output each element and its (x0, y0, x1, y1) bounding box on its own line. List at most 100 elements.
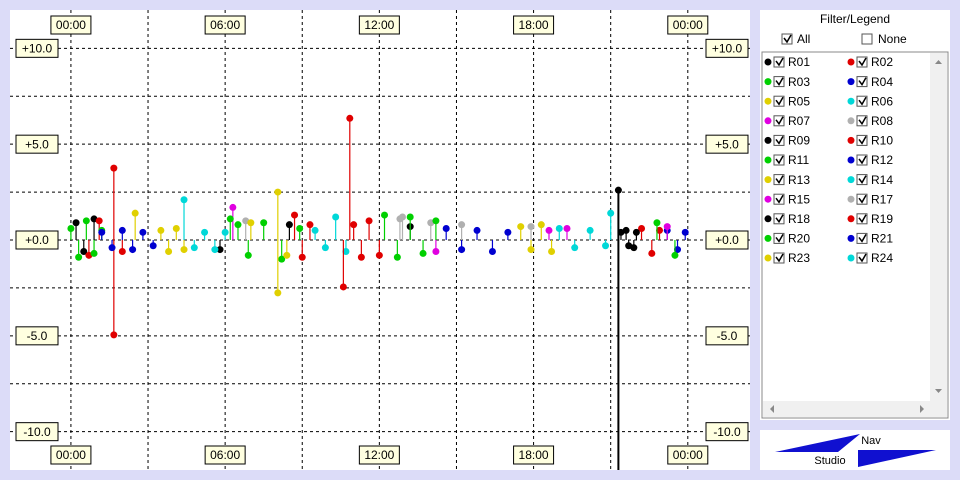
checkbox[interactable] (773, 115, 785, 127)
legend-entry[interactable]: R07 (764, 114, 811, 128)
point (527, 223, 535, 231)
checkbox[interactable] (856, 193, 868, 205)
legend-label[interactable]: R02 (871, 55, 893, 69)
legend-label[interactable]: R18 (788, 212, 810, 226)
point (190, 244, 198, 252)
legend-entry[interactable]: R05 (764, 94, 811, 108)
legend-entry[interactable]: R13 (764, 173, 811, 187)
legend-label[interactable]: R09 (788, 134, 810, 148)
all-label[interactable]: All (797, 32, 810, 46)
checkmark (775, 96, 784, 106)
legend-entry[interactable]: R06 (847, 94, 894, 108)
checkbox[interactable] (773, 134, 785, 146)
checkbox[interactable] (773, 193, 785, 205)
checkbox[interactable] (773, 56, 785, 68)
y-tick-label: +0.0 (25, 233, 49, 247)
checkbox[interactable] (856, 76, 868, 88)
checkmark (858, 96, 867, 106)
legend-entry[interactable]: R11 (764, 153, 810, 167)
point (98, 228, 106, 236)
checkbox[interactable] (773, 232, 785, 244)
scroll-up[interactable] (935, 60, 942, 64)
legend-label[interactable]: R11 (788, 153, 809, 167)
checkbox[interactable] (856, 56, 868, 68)
legend-marker (764, 195, 772, 203)
checkbox[interactable] (856, 115, 868, 127)
legend-label[interactable]: R07 (788, 114, 810, 128)
legend-label[interactable]: R01 (788, 55, 810, 69)
legend-entry[interactable]: R08 (847, 114, 894, 128)
legend-entry[interactable]: R10 (847, 134, 894, 148)
point (674, 246, 682, 254)
point (398, 213, 406, 221)
legend-entry[interactable]: R24 (847, 251, 894, 265)
checkbox[interactable] (856, 213, 868, 225)
legend-label[interactable]: R24 (871, 251, 893, 265)
legend-entry[interactable]: R20 (764, 232, 811, 246)
legend-label[interactable]: R05 (788, 94, 810, 108)
checkbox[interactable] (773, 154, 785, 166)
point (563, 225, 571, 232)
y-tick-label-box (15, 134, 59, 154)
point (285, 221, 293, 229)
checkbox[interactable] (856, 252, 868, 264)
checkbox[interactable] (773, 213, 785, 225)
scroll-down[interactable] (935, 389, 942, 393)
checkbox[interactable] (773, 76, 785, 88)
legend-label[interactable]: R04 (871, 75, 893, 89)
point (342, 248, 350, 255)
legend-label[interactable]: R17 (871, 192, 893, 206)
legend-marker (847, 97, 855, 105)
all-checkbox[interactable]: All (781, 32, 810, 46)
checkbox[interactable] (856, 154, 868, 166)
legend-entry[interactable]: R01 (764, 55, 811, 69)
x-tick-label: 12:00 (364, 448, 394, 462)
checkbox[interactable] (773, 174, 785, 186)
legend-entry[interactable]: R12 (847, 153, 894, 167)
legend-label[interactable]: R06 (871, 94, 893, 108)
legend-entry[interactable]: R03 (764, 75, 811, 89)
legend-entry[interactable]: R02 (847, 55, 894, 69)
point (139, 228, 147, 236)
checkbox[interactable] (773, 252, 785, 264)
checkbox[interactable] (856, 95, 868, 107)
checkbox[interactable] (773, 95, 785, 107)
hscroll-track[interactable] (763, 401, 930, 417)
legend-entry[interactable]: R09 (764, 134, 811, 148)
scroll-right[interactable] (920, 405, 924, 413)
legend-label[interactable]: R19 (871, 212, 893, 226)
legend-label[interactable]: R21 (871, 232, 893, 246)
checkbox[interactable] (781, 33, 793, 45)
point (165, 248, 173, 255)
legend-entry[interactable]: R15 (764, 192, 811, 206)
scroll-left[interactable] (770, 405, 774, 413)
legend-label[interactable]: R10 (871, 134, 893, 148)
point (339, 283, 347, 291)
legend-entry[interactable]: R17 (847, 192, 894, 206)
scroll-track[interactable] (930, 53, 947, 417)
checkbox[interactable] (861, 33, 873, 45)
legend-label[interactable]: R20 (788, 232, 810, 246)
legend-entry[interactable]: R21 (847, 232, 894, 246)
legend-entry[interactable]: R04 (847, 75, 894, 89)
none-label[interactable]: None (878, 32, 907, 46)
legend-label[interactable]: R15 (788, 192, 810, 206)
checkmark (775, 116, 784, 126)
checkbox[interactable] (856, 134, 868, 146)
none-checkbox[interactable]: None (861, 32, 907, 46)
legend-label[interactable]: R23 (788, 251, 810, 265)
scrollbar[interactable] (763, 53, 947, 417)
x-tick-label: 06:00 (210, 448, 240, 462)
y-tick-label: +5.0 (25, 137, 49, 151)
legend-entry[interactable]: R18 (764, 212, 811, 226)
legend-entry[interactable]: R19 (847, 212, 894, 226)
legend-label[interactable]: R08 (871, 114, 893, 128)
legend-entry[interactable]: R14 (847, 173, 894, 187)
legend-label[interactable]: R03 (788, 75, 810, 89)
legend-label[interactable]: R13 (788, 173, 810, 187)
checkbox[interactable] (856, 174, 868, 186)
legend-entry[interactable]: R23 (764, 251, 811, 265)
legend-label[interactable]: R12 (871, 153, 893, 167)
legend-label[interactable]: R14 (871, 173, 893, 187)
checkbox[interactable] (856, 232, 868, 244)
